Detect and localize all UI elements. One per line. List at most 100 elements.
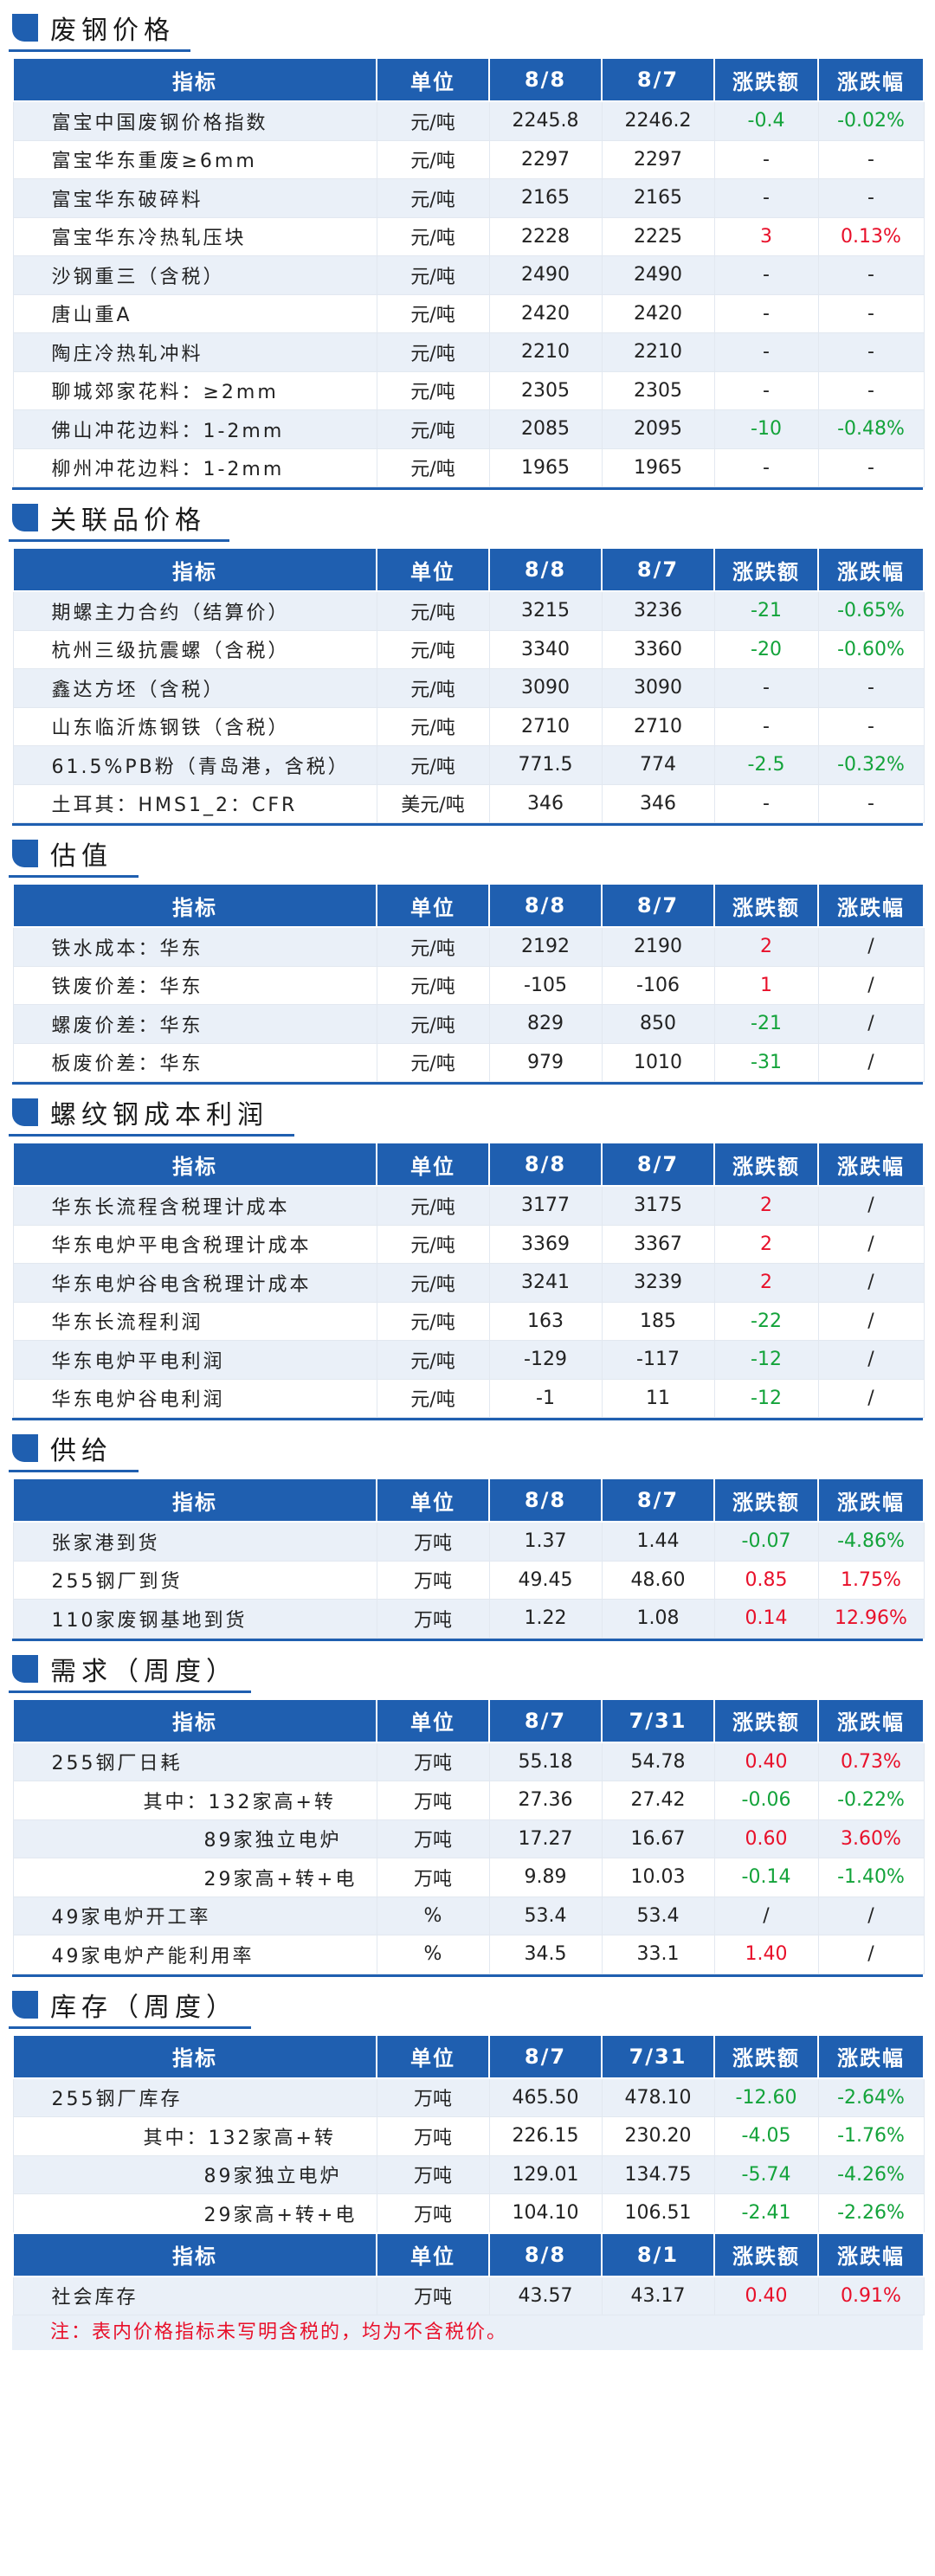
unit-cell: 元/吨 xyxy=(376,926,490,967)
indicator-cell: 华东电炉平电含税理计成本 xyxy=(12,1224,377,1264)
value-cell-1: -105 xyxy=(488,965,603,1005)
indicator-cell: 其中：132家高+转 xyxy=(12,2116,377,2156)
unit-cell: 万吨 xyxy=(376,1858,490,1897)
change-cell: -4.05 xyxy=(713,2116,819,2156)
header-indicator: 指标 xyxy=(12,1697,377,1743)
value-cell-1: 3369 xyxy=(488,1224,603,1264)
value-cell-1: -1 xyxy=(488,1378,603,1418)
unit-cell: 元/吨 xyxy=(376,629,490,669)
value-cell-2: 2225 xyxy=(601,216,715,256)
value-cell-2: 2210 xyxy=(601,332,715,372)
change-cell: -20 xyxy=(713,629,819,669)
value-cell-2: -117 xyxy=(601,1340,715,1380)
pct-cell: -4.86% xyxy=(817,1521,925,1562)
value-cell-1: 465.50 xyxy=(488,2077,603,2117)
value-cell-1: 2710 xyxy=(488,706,603,746)
value-cell-2: 43.17 xyxy=(601,2276,715,2315)
pct-cell: -2.64% xyxy=(817,2077,925,2117)
section-title: 库存（周度） xyxy=(0,1980,935,2034)
section-title-text: 需求（周度） xyxy=(50,1656,237,1687)
change-cell: - xyxy=(713,448,819,487)
value-cell-1: 27.36 xyxy=(488,1781,603,1820)
table-row: 61.5%PB粉（青岛港，含税） 元/吨 771.5 774 -2.5 -0.32% xyxy=(12,745,925,785)
header-pct: 涨跌幅 xyxy=(817,2231,925,2277)
section-title: 需求（周度） xyxy=(0,1645,935,1698)
indicator-cell: 255钢厂日耗 xyxy=(12,1742,377,1781)
value-cell-1: 1.22 xyxy=(488,1599,603,1639)
table-row: 89家独立电炉 万吨 17.27 16.67 0.60 3.60% xyxy=(12,1819,925,1858)
value-cell-1: 1.37 xyxy=(488,1521,603,1562)
change-cell: 0.40 xyxy=(713,1742,819,1781)
change-cell: 0.85 xyxy=(713,1560,819,1600)
unit-cell: 元/吨 xyxy=(376,255,490,295)
value-cell-1: 55.18 xyxy=(488,1742,603,1781)
indicator-cell: 陶庄冷热轧冲料 xyxy=(12,332,377,372)
pct-cell: / xyxy=(817,1263,925,1303)
section-title-text: 废钢价格 xyxy=(50,16,175,46)
pct-cell: - xyxy=(817,668,925,708)
pct-cell: / xyxy=(817,1224,925,1264)
value-cell-1: 163 xyxy=(488,1301,603,1341)
header-change: 涨跌额 xyxy=(713,2231,819,2277)
header-indicator: 指标 xyxy=(12,2231,377,2277)
unit-cell: 万吨 xyxy=(376,2276,490,2315)
indicator-cell: 富宝华东破碎料 xyxy=(12,178,377,218)
footnote: 注：表内价格指标未写明含税的，均为不含税价。 xyxy=(12,2315,923,2350)
header-date-1: 8/8 xyxy=(488,1478,603,1523)
pct-cell: / xyxy=(817,1896,925,1935)
change-cell: -21 xyxy=(713,1004,819,1044)
section-marker-icon xyxy=(12,1098,38,1126)
table-row: 富宝华东重废≥6mm 元/吨 2297 2297- - xyxy=(12,139,925,179)
header-pct: 涨跌幅 xyxy=(817,883,925,928)
indicator-cell: 华东电炉谷电利润 xyxy=(12,1378,377,1418)
header-unit: 单位 xyxy=(376,547,490,592)
value-cell-1: 771.5 xyxy=(488,745,603,785)
change-cell: 2 xyxy=(713,1263,819,1303)
change-cell: -2.5 xyxy=(713,745,819,785)
table-row: 柳州冲花边料：1-2mm 元/吨 1965 1965- - xyxy=(12,448,925,487)
value-cell-2: 54.78 xyxy=(601,1742,715,1781)
unit-cell: 元/吨 xyxy=(376,1042,490,1082)
value-cell-2: 33.1 xyxy=(601,1935,715,1974)
table-row: 其中：132家高+转 万吨 27.36 27.42 -0.06 -0.22% xyxy=(12,1781,925,1820)
pct-cell: -0.22% xyxy=(817,1781,925,1820)
header-change: 涨跌额 xyxy=(713,883,819,928)
header-date-2: 8/1 xyxy=(601,2231,715,2277)
value-cell-2: 3360 xyxy=(601,629,715,669)
header-date-1: 8/8 xyxy=(488,547,603,592)
section-title: 关联品价格 xyxy=(0,493,935,547)
pct-cell: -1.76% xyxy=(817,2116,925,2156)
pct-cell: -0.02% xyxy=(817,100,925,141)
indicator-cell: 61.5%PB粉（青岛港，含税） xyxy=(12,745,377,785)
section-title-text: 关联品价格 xyxy=(50,506,206,536)
table-row: 张家港到货 万吨 1.37 1.44 -0.07 -4.86% xyxy=(12,1521,925,1562)
unit-cell: 元/吨 xyxy=(376,1004,490,1044)
header-date-2: 7/31 xyxy=(601,2033,715,2079)
value-cell-1: 1965 xyxy=(488,448,603,487)
pct-cell: - xyxy=(817,332,925,372)
value-cell-1: 2490 xyxy=(488,255,603,295)
section-title-text: 供给 xyxy=(50,1436,113,1466)
unit-cell: 元/吨 xyxy=(376,745,490,785)
unit-cell: 万吨 xyxy=(376,2116,490,2156)
pct-cell: 1.75% xyxy=(817,1560,925,1600)
value-cell-2: 53.4 xyxy=(601,1896,715,1935)
value-cell-2: 774 xyxy=(601,745,715,785)
header-date-2: 8/7 xyxy=(601,883,715,928)
value-cell-2: 134.75 xyxy=(601,2154,715,2194)
value-cell-2: 16.67 xyxy=(601,1819,715,1858)
table-row: 华东电炉谷电含税理计成本 元/吨 3241 3239 2/ xyxy=(12,1263,925,1303)
unit-cell: 元/吨 xyxy=(376,1340,490,1380)
change-cell: 1 xyxy=(713,965,819,1005)
value-cell-2: 3239 xyxy=(601,1263,715,1303)
section-title-text: 库存（周度） xyxy=(50,1992,237,2023)
unit-cell: 万吨 xyxy=(376,1599,490,1639)
table-row: 板废价差：华东 元/吨 979 1010 -31/ xyxy=(12,1042,925,1082)
section-title: 废钢价格 xyxy=(0,3,935,57)
unit-cell: 元/吨 xyxy=(376,706,490,746)
table-row: 29家高+转+电 万吨 104.10 106.51 -2.41 -2.26% xyxy=(12,2193,925,2233)
value-cell-2: 48.60 xyxy=(601,1560,715,1600)
change-cell: -21 xyxy=(713,590,819,631)
header-pct: 涨跌幅 xyxy=(817,2033,925,2079)
indicator-cell: 49家电炉开工率 xyxy=(12,1896,377,1935)
